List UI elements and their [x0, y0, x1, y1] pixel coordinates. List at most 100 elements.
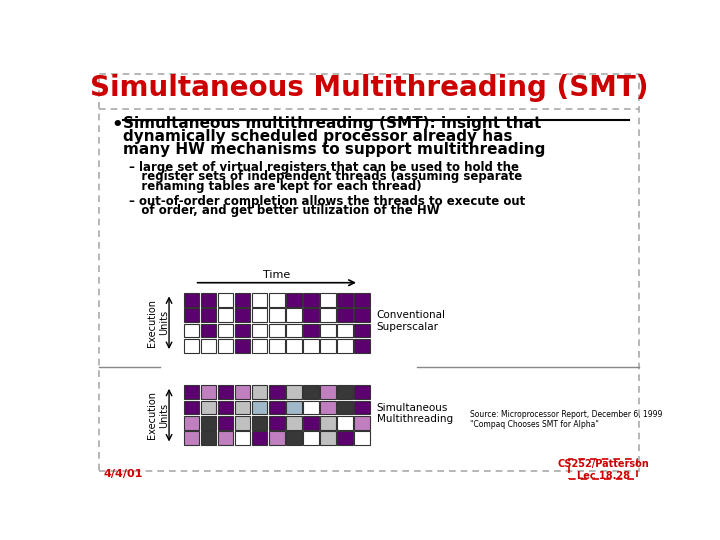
Text: Conventional
Superscalar: Conventional Superscalar [377, 310, 446, 332]
Bar [286, 401, 302, 414]
Bar [252, 293, 267, 307]
Bar [269, 431, 284, 445]
Text: Simultaneous
Multithreading: Simultaneous Multithreading [377, 403, 453, 424]
Bar [252, 385, 267, 399]
Bar [320, 293, 336, 307]
Bar [320, 431, 336, 445]
Bar [201, 293, 216, 307]
Bar [218, 308, 233, 322]
Bar [354, 323, 370, 338]
Bar [303, 401, 319, 414]
Text: Source: Microprocessor Report, December 6, 1999
"Compaq Chooses SMT for Alpha": Source: Microprocessor Report, December … [469, 410, 662, 429]
Bar [320, 308, 336, 322]
Bar [235, 293, 251, 307]
Bar [303, 431, 319, 445]
Bar [235, 401, 251, 414]
Bar [184, 293, 199, 307]
Bar [320, 339, 336, 353]
Bar [286, 293, 302, 307]
Bar [303, 308, 319, 322]
Bar [337, 323, 353, 338]
Bar [184, 339, 199, 353]
Text: Execution
Units: Execution Units [148, 391, 169, 439]
Text: Execution
Units: Execution Units [148, 299, 169, 347]
Text: register sets of independent threads (assuming separate: register sets of independent threads (as… [129, 170, 522, 183]
Bar [337, 293, 353, 307]
Text: renaming tables are kept for each thread): renaming tables are kept for each thread… [129, 179, 421, 193]
Bar [201, 323, 216, 338]
Bar [201, 431, 216, 445]
Bar [252, 339, 267, 353]
Bar [337, 385, 353, 399]
Bar [354, 431, 370, 445]
Bar [184, 385, 199, 399]
Bar [269, 416, 284, 430]
Bar [184, 308, 199, 322]
Text: •: • [112, 116, 123, 133]
Bar [252, 416, 267, 430]
Text: 4/4/01: 4/4/01 [104, 469, 143, 480]
Bar [354, 416, 370, 430]
Text: Time: Time [263, 271, 290, 280]
Bar [337, 308, 353, 322]
Bar [569, 459, 637, 479]
Text: – large set of virtual registers that can be used to hold the: – large set of virtual registers that ca… [129, 161, 518, 174]
Bar [218, 385, 233, 399]
Bar [320, 416, 336, 430]
Text: Simultaneous multithreading (SMT): insight that: Simultaneous multithreading (SMT): insig… [122, 116, 541, 131]
Bar [286, 385, 302, 399]
Bar [286, 431, 302, 445]
Bar [337, 431, 353, 445]
Bar [269, 323, 284, 338]
Bar [286, 416, 302, 430]
Bar [286, 308, 302, 322]
Bar [286, 323, 302, 338]
Bar [201, 339, 216, 353]
Text: CS252/Patterson
Lec 18.28: CS252/Patterson Lec 18.28 [557, 459, 649, 481]
Text: dynamically scheduled processor already has: dynamically scheduled processor already … [122, 129, 512, 144]
Text: many HW mechanisms to support multithreading: many HW mechanisms to support multithrea… [122, 142, 545, 157]
Bar [201, 385, 216, 399]
Bar [303, 339, 319, 353]
Bar [303, 385, 319, 399]
Bar [320, 401, 336, 414]
Bar [337, 339, 353, 353]
Bar [201, 416, 216, 430]
Bar [337, 416, 353, 430]
Bar [320, 385, 336, 399]
Bar [354, 308, 370, 322]
Bar [286, 339, 302, 353]
Bar [184, 416, 199, 430]
Bar [337, 401, 353, 414]
Bar [354, 339, 370, 353]
Bar [201, 401, 216, 414]
Bar [235, 323, 251, 338]
Bar [201, 308, 216, 322]
Bar [218, 416, 233, 430]
Bar [354, 293, 370, 307]
Bar [235, 308, 251, 322]
Bar [218, 293, 233, 307]
Bar [235, 416, 251, 430]
Text: Simultaneous Multithreading (SMT): Simultaneous Multithreading (SMT) [90, 74, 648, 102]
Bar [269, 293, 284, 307]
Bar [269, 308, 284, 322]
Bar [269, 401, 284, 414]
Text: – out-of-order completion allows the threads to execute out: – out-of-order completion allows the thr… [129, 195, 525, 208]
Bar [218, 339, 233, 353]
Bar [235, 431, 251, 445]
Bar [354, 401, 370, 414]
Bar [252, 431, 267, 445]
Bar [354, 385, 370, 399]
Bar [184, 431, 199, 445]
Bar [218, 323, 233, 338]
Bar [252, 401, 267, 414]
Bar [235, 339, 251, 353]
Text: of order, and get better utilization of the HW: of order, and get better utilization of … [129, 204, 439, 217]
Bar [218, 431, 233, 445]
Bar [269, 339, 284, 353]
Bar [269, 385, 284, 399]
Bar [303, 323, 319, 338]
Bar [252, 323, 267, 338]
Bar [235, 385, 251, 399]
